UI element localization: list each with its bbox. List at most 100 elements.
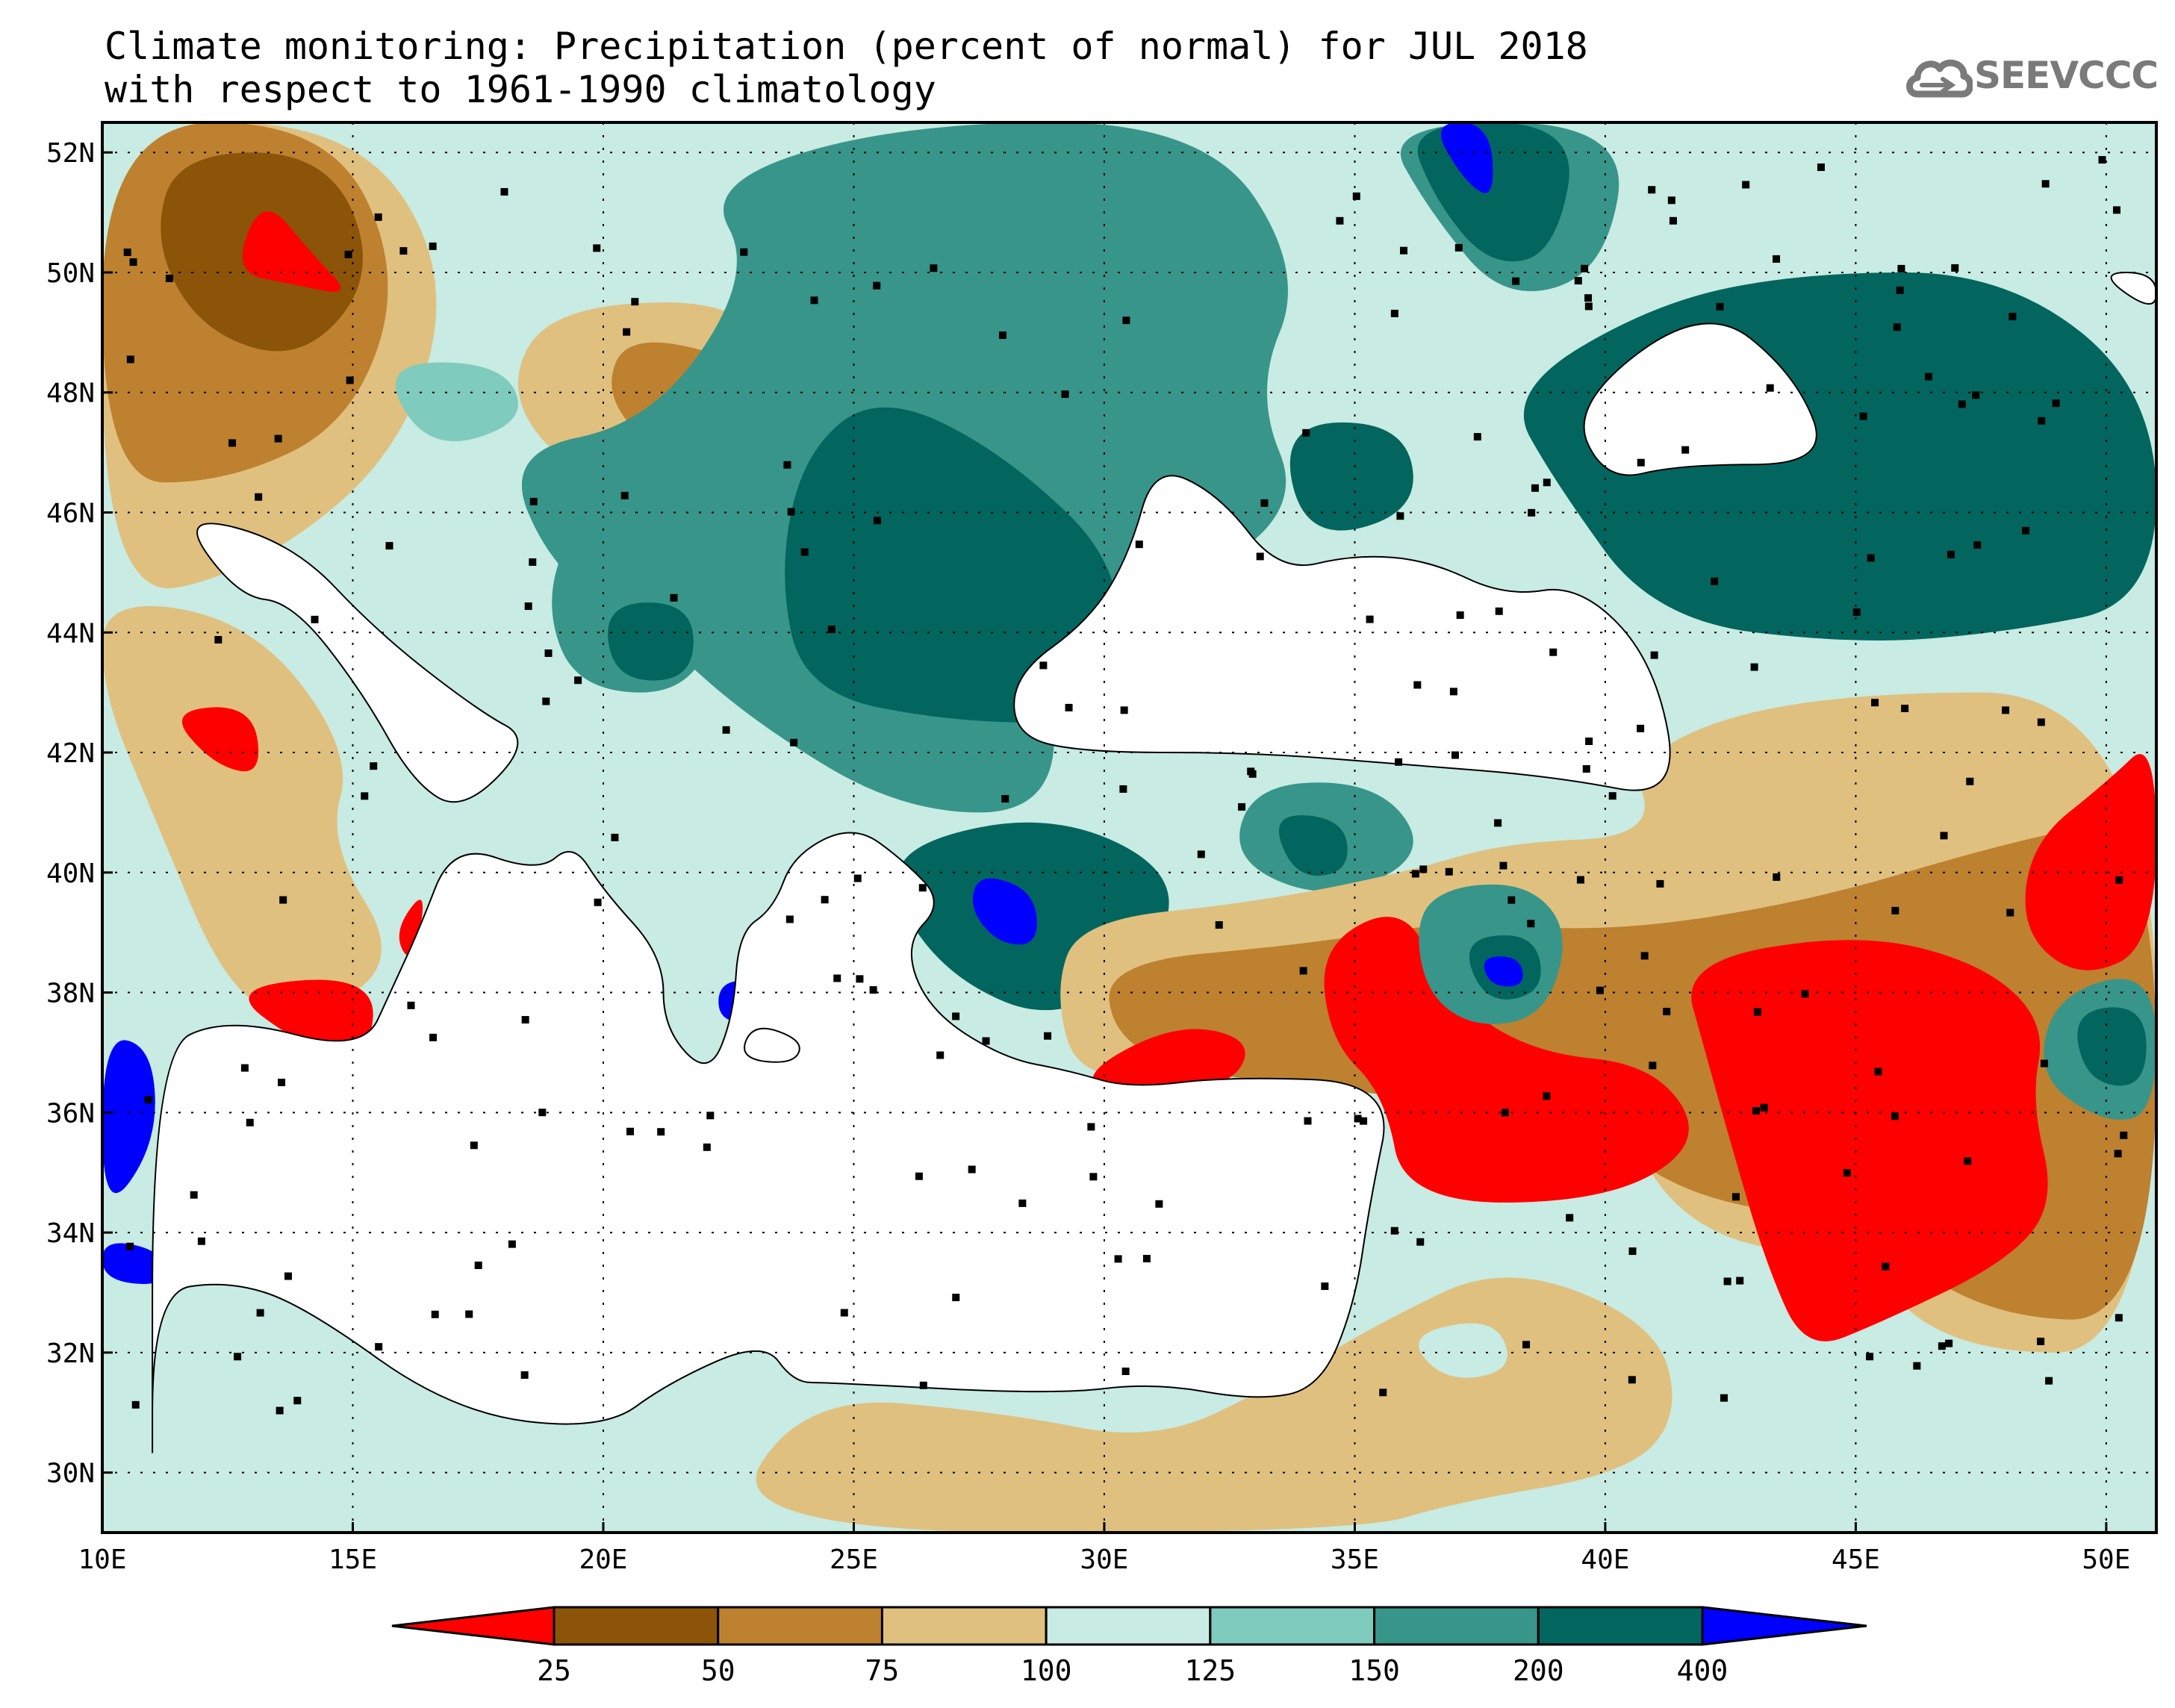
station-marker	[1528, 508, 1536, 517]
station-marker	[2006, 908, 2014, 917]
colorbar-label: 125	[1185, 1654, 1236, 1687]
station-marker	[240, 1064, 249, 1072]
station-marker	[1495, 607, 1503, 615]
station-marker	[821, 896, 829, 904]
lon-tick-label: 45E	[1832, 1545, 1880, 1575]
station-marker	[1852, 608, 1861, 617]
station-marker	[1711, 577, 1719, 585]
sea-mask	[2111, 272, 2156, 305]
map-plot-area	[102, 122, 2156, 1533]
station-marker	[1576, 876, 1584, 884]
station-marker	[2115, 1314, 2123, 1322]
precip-region	[1324, 917, 1689, 1203]
station-marker	[1896, 286, 1904, 294]
station-marker	[1419, 865, 1428, 873]
station-marker	[1445, 867, 1453, 876]
precip-region	[102, 605, 382, 1013]
station-marker	[853, 874, 862, 882]
station-marker	[2115, 876, 2123, 884]
station-marker	[1964, 1157, 1972, 1165]
station-marker	[594, 898, 602, 906]
station-marker	[1951, 264, 1959, 272]
colorbar-label: 25	[537, 1654, 571, 1687]
station-marker	[1585, 737, 1593, 745]
station-marker	[722, 726, 730, 734]
precipitation-fields	[102, 122, 2156, 1533]
station-marker	[1499, 861, 1507, 870]
station-marker	[856, 975, 864, 983]
station-marker	[279, 896, 287, 904]
station-marker	[1473, 433, 1481, 441]
station-marker	[1039, 661, 1048, 670]
station-marker	[873, 281, 881, 290]
lon-tick-label: 50E	[2082, 1545, 2130, 1575]
station-marker	[1874, 1068, 1882, 1076]
station-marker	[930, 264, 938, 272]
station-marker	[1867, 554, 1875, 562]
station-marker	[2120, 1131, 2128, 1139]
station-marker	[344, 250, 352, 258]
station-marker	[1396, 512, 1404, 520]
lat-tick-label: 32N	[46, 1338, 95, 1369]
sea-mask	[197, 523, 518, 802]
lon-tick-label: 10E	[78, 1545, 126, 1575]
seevccc-logo: SEEVCCC	[1905, 46, 2159, 107]
station-marker	[1044, 1032, 1052, 1040]
station-marker	[508, 1240, 516, 1248]
map-title-line2: with respect to 1961-1990 climatology	[105, 68, 936, 111]
station-marker	[274, 434, 282, 443]
station-marker	[1248, 770, 1257, 778]
station-marker	[1018, 1199, 1027, 1207]
station-marker	[1302, 428, 1310, 437]
lat-tick-label: 40N	[46, 858, 95, 889]
colorbar-low-arrow	[391, 1606, 556, 1646]
station-marker	[1667, 196, 1675, 205]
station-marker	[631, 298, 639, 306]
station-marker	[1507, 896, 1516, 904]
precip-region	[1289, 422, 1413, 531]
station-marker	[1494, 819, 1502, 827]
station-marker	[1681, 446, 1690, 454]
station-marker	[1379, 1388, 1387, 1397]
station-marker	[626, 1127, 634, 1135]
lat-tick-label: 34N	[46, 1218, 95, 1249]
station-marker	[1938, 1342, 1946, 1350]
colorbar-box	[1373, 1606, 1540, 1646]
lon-tick-label: 35E	[1331, 1545, 1379, 1575]
station-marker	[1454, 243, 1463, 252]
station-marker	[399, 247, 408, 255]
station-marker	[1871, 699, 1879, 707]
precip-region	[181, 707, 259, 772]
station-marker	[256, 1309, 264, 1317]
precip-region	[785, 407, 1119, 723]
station-marker	[840, 1309, 848, 1317]
station-marker	[1531, 484, 1539, 492]
station-marker	[228, 439, 237, 447]
lat-tick-label: 30N	[46, 1459, 95, 1489]
station-marker	[706, 1112, 715, 1120]
coastline	[744, 1027, 800, 1063]
station-marker	[1065, 703, 1073, 711]
station-marker	[1945, 1339, 1953, 1347]
station-marker	[918, 884, 927, 892]
station-marker	[246, 1118, 254, 1126]
station-marker	[1354, 1115, 1362, 1123]
station-marker	[1120, 706, 1128, 714]
station-marker	[470, 1141, 478, 1150]
station-marker	[1061, 390, 1069, 399]
station-marker	[1859, 412, 1867, 420]
precip-region	[2025, 754, 2156, 970]
sea-mask	[744, 1028, 800, 1062]
station-marker	[2038, 417, 2046, 425]
station-marker	[529, 558, 537, 566]
station-marker	[234, 1353, 242, 1361]
station-marker	[1135, 540, 1143, 549]
station-marker	[1640, 952, 1649, 960]
station-marker	[197, 1237, 205, 1245]
station-marker	[1215, 921, 1223, 929]
station-marker	[214, 636, 223, 644]
station-marker	[952, 1012, 960, 1020]
station-marker	[293, 1397, 302, 1405]
lat-tick-label: 36N	[46, 1098, 95, 1129]
